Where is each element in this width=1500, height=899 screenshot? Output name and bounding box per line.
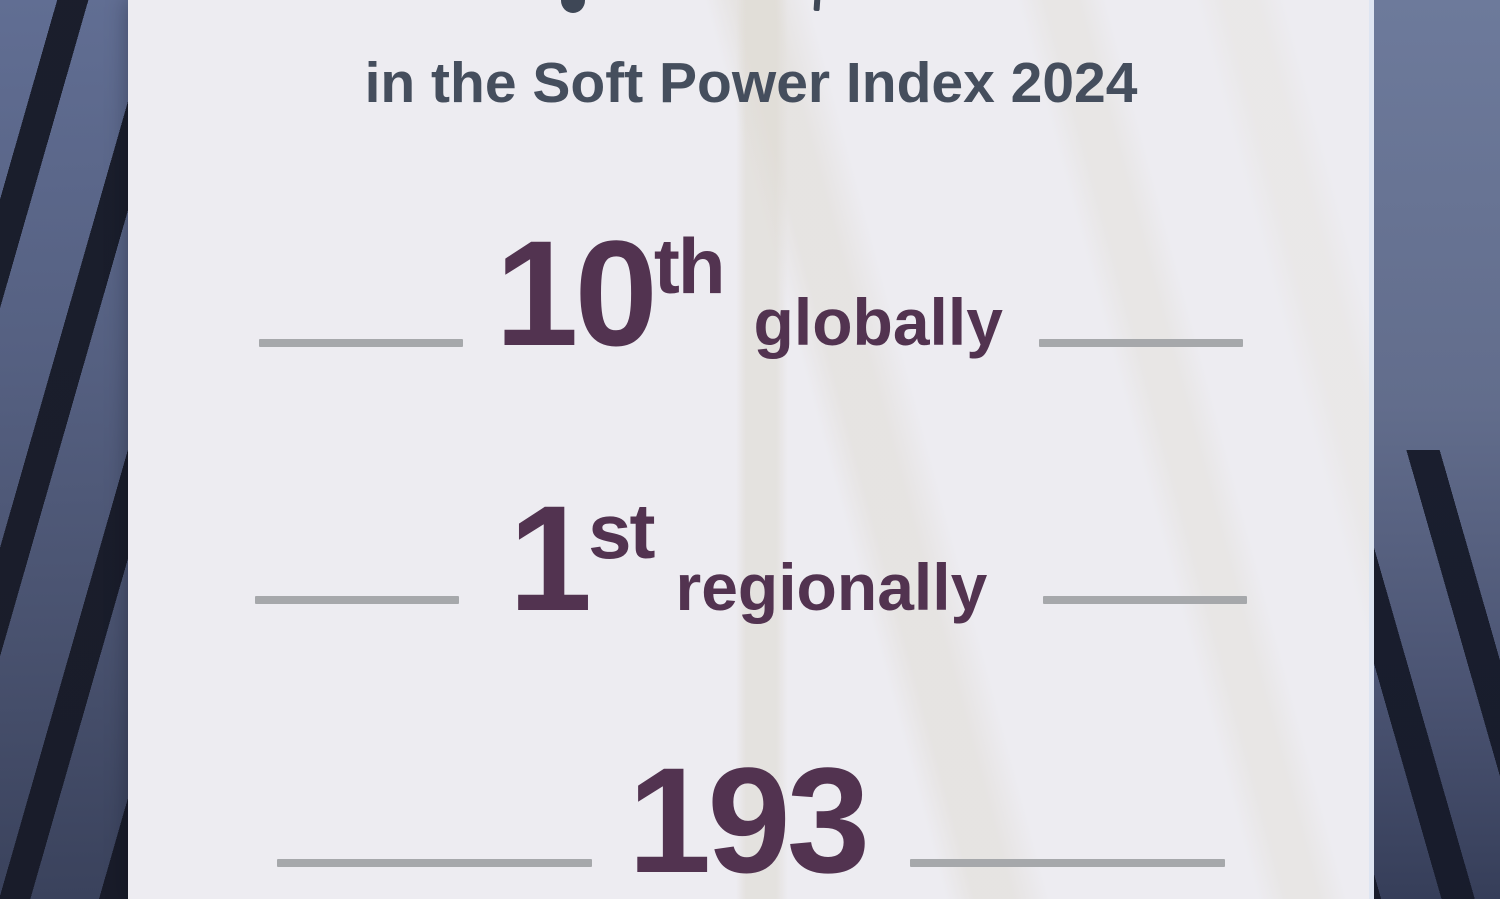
divider-line — [1043, 596, 1248, 604]
divider-line — [276, 859, 592, 867]
cropped-text-descender — [561, 0, 585, 13]
divider-line — [259, 339, 464, 347]
stat-value-countries: 193 — [628, 745, 870, 895]
stat-value-global: 10th — [495, 218, 727, 368]
divider-line — [1038, 339, 1243, 347]
cropped-text-descender — [813, 0, 821, 12]
stat-row-countries: 193 — [128, 745, 1374, 895]
card-title: in the Soft Power Index 2024 — [364, 51, 1138, 115]
bridge-cables-right — [1374, 449, 1500, 899]
stat-number: 193 — [627, 736, 870, 899]
stat-number: 10 — [495, 209, 658, 377]
stat-label-global: globally — [753, 285, 1003, 359]
stat-card: in the Soft Power Index 2024 10th global… — [128, 0, 1374, 899]
ordinal-suffix: st — [588, 487, 655, 575]
background-photo-right — [1374, 0, 1500, 899]
stat-row-global: 10th globally — [128, 218, 1374, 368]
divider-line — [910, 859, 1226, 867]
stat-label-regional: regionally — [675, 550, 988, 624]
stat-value-regional: 1st — [509, 483, 658, 633]
ordinal-suffix: th — [653, 222, 726, 310]
divider-line — [254, 596, 459, 604]
stat-row-regional: 1st regionally — [128, 483, 1374, 633]
card-right-edge-highlight — [1369, 0, 1374, 899]
bridge-cables-left — [0, 0, 130, 899]
stat-number: 1 — [508, 474, 592, 642]
background-photo-left — [0, 0, 130, 899]
